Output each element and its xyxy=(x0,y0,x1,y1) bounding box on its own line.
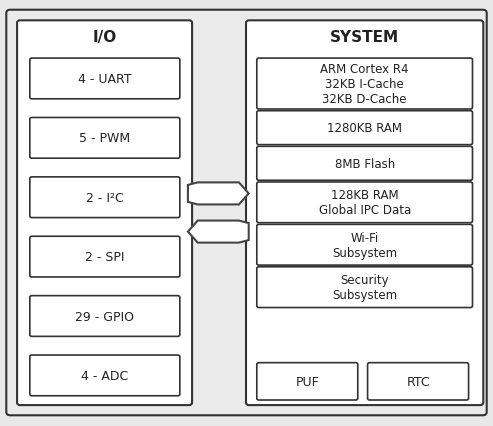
Text: Wi-Fi
Subsystem: Wi-Fi Subsystem xyxy=(332,231,397,259)
FancyBboxPatch shape xyxy=(257,363,358,400)
FancyBboxPatch shape xyxy=(257,112,472,145)
Text: PUF: PUF xyxy=(295,375,319,388)
FancyBboxPatch shape xyxy=(30,118,180,159)
Text: SYSTEM: SYSTEM xyxy=(330,30,399,45)
Text: 4 - ADC: 4 - ADC xyxy=(81,369,129,382)
FancyBboxPatch shape xyxy=(17,21,192,405)
FancyBboxPatch shape xyxy=(257,267,472,308)
FancyBboxPatch shape xyxy=(368,363,468,400)
Polygon shape xyxy=(188,183,248,205)
Polygon shape xyxy=(188,221,248,243)
FancyBboxPatch shape xyxy=(30,355,180,396)
Text: I/O: I/O xyxy=(92,30,116,45)
Text: 1280KB RAM: 1280KB RAM xyxy=(327,122,402,135)
Text: 2 - I²C: 2 - I²C xyxy=(86,191,124,204)
Text: ARM Cortex R4
32KB I-Cache
32KB D-Cache: ARM Cortex R4 32KB I-Cache 32KB D-Cache xyxy=(320,63,409,106)
FancyBboxPatch shape xyxy=(246,21,483,405)
FancyBboxPatch shape xyxy=(257,59,472,110)
FancyBboxPatch shape xyxy=(257,147,472,181)
FancyBboxPatch shape xyxy=(30,59,180,100)
FancyBboxPatch shape xyxy=(257,182,472,223)
Text: RTC: RTC xyxy=(406,375,430,388)
Text: Security
Subsystem: Security Subsystem xyxy=(332,273,397,302)
FancyBboxPatch shape xyxy=(30,296,180,337)
Text: 128KB RAM
Global IPC Data: 128KB RAM Global IPC Data xyxy=(318,189,411,217)
FancyBboxPatch shape xyxy=(30,237,180,277)
Text: 4 - UART: 4 - UART xyxy=(78,73,132,86)
FancyBboxPatch shape xyxy=(30,178,180,218)
FancyBboxPatch shape xyxy=(6,11,487,415)
Text: 2 - SPI: 2 - SPI xyxy=(85,250,125,264)
Text: 29 - GPIO: 29 - GPIO xyxy=(75,310,134,323)
FancyBboxPatch shape xyxy=(257,225,472,265)
Text: 5 - PWM: 5 - PWM xyxy=(79,132,130,145)
Text: 8MB Flash: 8MB Flash xyxy=(335,158,395,170)
